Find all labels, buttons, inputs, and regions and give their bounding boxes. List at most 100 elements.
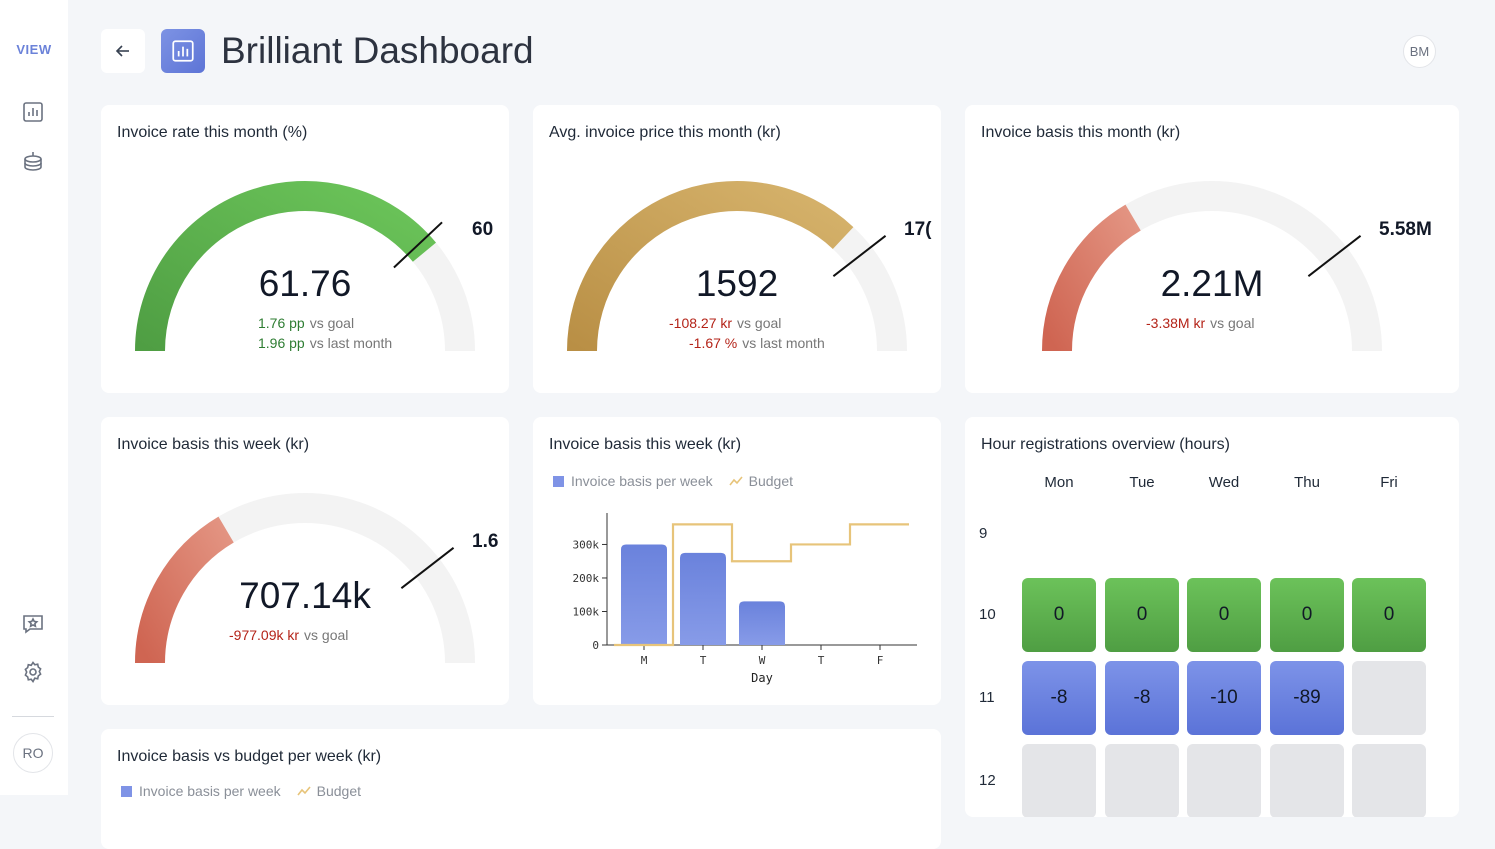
gauge-value: 2.21M (1160, 263, 1264, 304)
goal-marker (393, 221, 443, 269)
day-label: Fri (1380, 474, 1398, 491)
legend-line-swatch (729, 476, 743, 486)
x-tick-label: T (700, 654, 707, 667)
goal-label: 60 (472, 219, 494, 240)
week-bar-chart: 0 100k 200k 300k M T W T F Day (573, 513, 917, 685)
hour-cell[interactable] (1187, 744, 1261, 817)
hour-label: 9 (979, 525, 988, 542)
dashboard-logo (161, 29, 205, 73)
star-message-icon[interactable] (20, 611, 46, 637)
gauge-invoice-rate (135, 181, 475, 352)
goal-marker (400, 546, 455, 590)
hour-cell[interactable]: 0 (1022, 578, 1096, 652)
card-title: Invoice rate this month (%) (117, 124, 308, 141)
hour-cell[interactable] (1270, 744, 1344, 817)
hour-cell[interactable]: -8 (1105, 661, 1179, 735)
gauge-fill (135, 181, 436, 352)
x-tick-label: W (759, 654, 766, 667)
card-title: Avg. invoice price this month (kr) (549, 124, 781, 141)
gauge-value: 1592 (695, 263, 779, 304)
goal-label: 17( (904, 219, 932, 240)
gauge-invoice-basis-week (135, 493, 475, 664)
y-tick-label: 100k (573, 605, 600, 618)
bar (680, 552, 726, 645)
bar-chart-icon (172, 40, 194, 62)
y-tick-label: 0 (592, 639, 599, 652)
card-title: Invoice basis this week (kr) (117, 436, 310, 453)
goal-label: 1.6 (472, 531, 499, 552)
legend-line-swatch (297, 786, 311, 796)
hour-cell[interactable]: 0 (1270, 578, 1344, 652)
hour-cell[interactable] (1105, 744, 1179, 817)
gauge-card-invoice-basis-week: Invoice basis this week (kr) 707.14k -97… (101, 417, 509, 705)
budget-chart-card: Invoice basis vs budget per week (kr) In… (101, 729, 941, 849)
y-tick-label: 200k (573, 572, 600, 585)
page-title: Brilliant Dashboard (221, 30, 534, 71)
x-axis-label: Day (751, 671, 773, 685)
delta-vs-goal: -977.09k kr vs goal (229, 627, 349, 643)
hour-cell[interactable]: -10 (1187, 661, 1261, 735)
day-label: Thu (1294, 474, 1320, 491)
hour-cell[interactable]: 0 (1352, 578, 1426, 652)
bar (739, 601, 785, 645)
back-button[interactable] (101, 29, 145, 73)
gauge-card-invoice-basis-month: Invoice basis this month (kr) 2.21M -3.3… (965, 105, 1459, 393)
gear-icon[interactable] (20, 659, 46, 685)
gauge-invoice-basis-month (1042, 181, 1382, 352)
hour-label: 11 (979, 689, 995, 706)
delta-vs-goal: 1.76 pp vs goal (258, 315, 355, 331)
hour-label: 12 (979, 772, 996, 789)
hour-cell[interactable]: -8 (1022, 661, 1096, 735)
arrow-left-icon (115, 45, 129, 57)
database-icon[interactable] (20, 149, 46, 175)
delta-vs-goal: -108.27 kr vs goal (669, 315, 782, 331)
day-label: Mon (1044, 474, 1074, 491)
bar (621, 544, 667, 645)
gauge-card-avg-invoice-price: Avg. invoice price this month (kr) 1592 … (533, 105, 941, 393)
hour-cell[interactable]: 0 (1187, 578, 1261, 652)
card-title: Invoice basis this month (kr) (981, 124, 1181, 141)
chart-legend: Invoice basis per week Budget (121, 783, 361, 799)
budget-line (614, 523, 909, 647)
sidebar-divider (12, 716, 54, 717)
delta-vs-last-month: 1.96 pp vs last month (258, 335, 393, 351)
card-title: Hour registrations overview (hours) (981, 436, 1230, 453)
gauge-value: 61.76 (258, 263, 352, 304)
delta-vs-last-month: -1.67 % vs last month (689, 335, 825, 351)
legend-bar-swatch (553, 475, 564, 487)
legend-bar-label[interactable]: Invoice basis per week (571, 473, 713, 489)
legend-line-label[interactable]: Budget (748, 473, 794, 489)
card-title: Invoice basis this week (kr) (549, 436, 742, 453)
x-tick-label: M (641, 654, 648, 667)
bar-chart-icon[interactable] (20, 99, 46, 125)
delta-vs-goal: -3.38M kr vs goal (1146, 315, 1255, 331)
hour-cell[interactable] (1352, 744, 1426, 817)
gauge-fill (567, 181, 854, 352)
chart-legend: Invoice basis per week Budget (553, 473, 793, 489)
avatar[interactable]: BM (1403, 35, 1436, 68)
hour-cell[interactable]: 0 (1105, 578, 1179, 652)
gauge-avg-invoice-price (567, 181, 907, 352)
sidebar: VIEW RO (0, 0, 68, 795)
x-tick-label: T (818, 654, 825, 667)
legend-line-label[interactable]: Budget (316, 783, 362, 799)
goal-marker (1307, 234, 1362, 278)
hour-registrations-card: Hour registrations overview (hours) Mon T… (965, 417, 1459, 817)
legend-bar-label[interactable]: Invoice basis per week (139, 783, 281, 799)
goal-label: 5.58M (1379, 219, 1432, 240)
hour-cell[interactable] (1352, 661, 1426, 735)
card-title: Invoice basis vs budget per week (kr) (117, 748, 382, 765)
x-tick-label: F (877, 654, 884, 667)
day-label: Wed (1208, 474, 1240, 491)
hour-cell[interactable] (1022, 744, 1096, 817)
gauge-value: 707.14k (239, 575, 371, 616)
hour-cell[interactable]: -89 (1270, 661, 1344, 735)
user-avatar[interactable]: RO (13, 733, 53, 773)
brand-logo[interactable]: VIEW (16, 42, 52, 57)
gauge-fill (1042, 204, 1142, 352)
week-chart-card: Invoice basis this week (kr) Invoice bas… (533, 417, 941, 705)
gauge-card-invoice-rate: Invoice rate this month (%) 61.76 1.76 p… (101, 105, 509, 393)
legend-bar-swatch (121, 785, 132, 797)
day-label: Tue (1129, 474, 1155, 491)
gauge-fill (135, 516, 235, 664)
